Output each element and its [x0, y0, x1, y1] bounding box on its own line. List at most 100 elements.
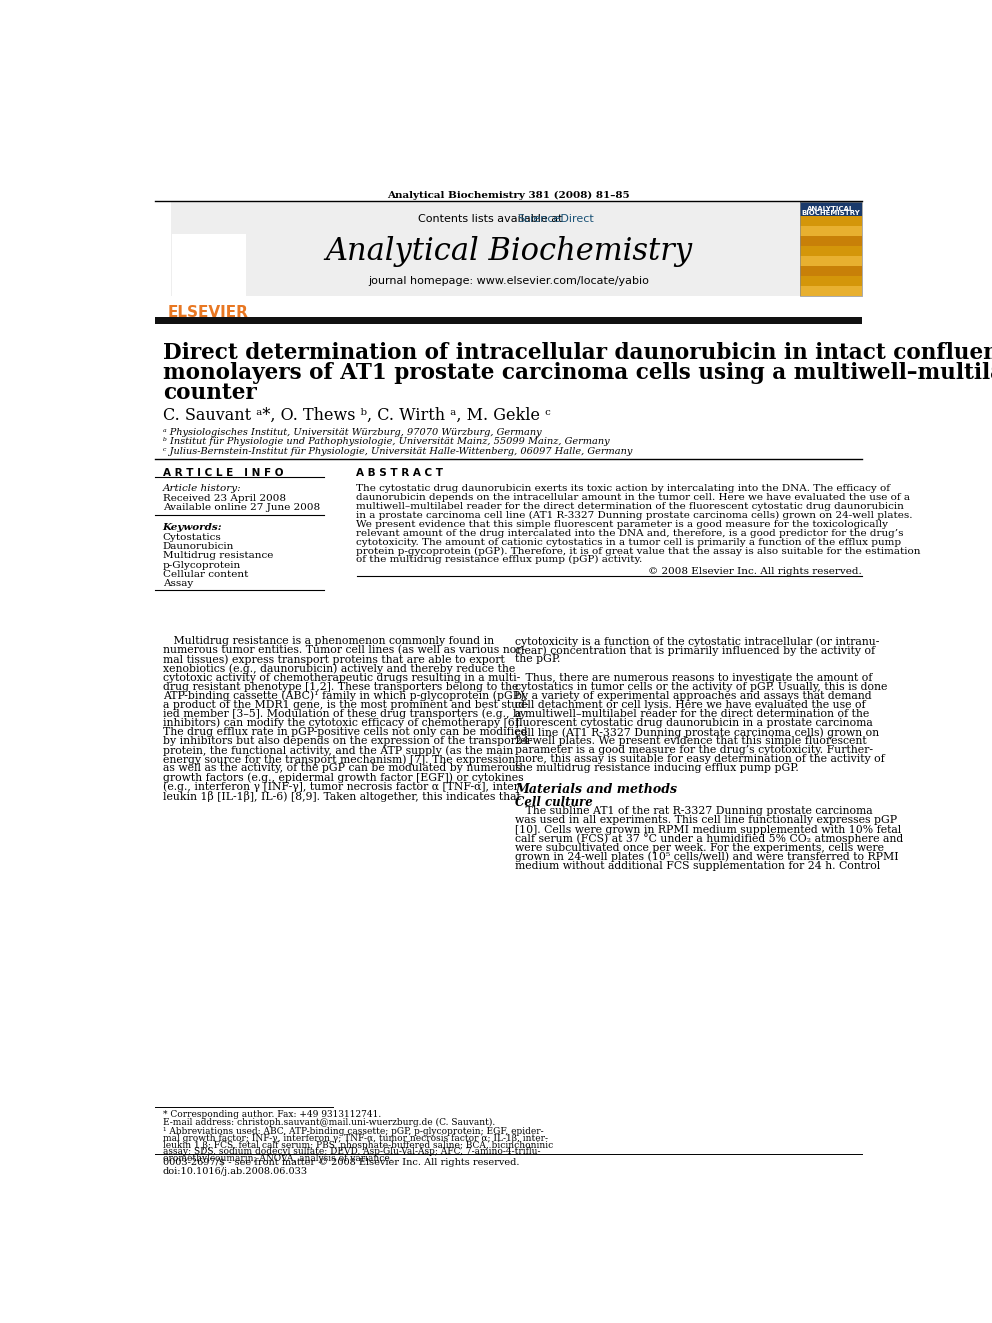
Text: ied member [3–5]. Modulation of these drug transporters (e.g., by: ied member [3–5]. Modulation of these dr…	[163, 709, 526, 720]
Bar	[172, 234, 246, 296]
Text: ᶜ Julius-Bernstein-Institut für Physiologie, Universität Halle-Wittenberg, 06097: ᶜ Julius-Bernstein-Institut für Physiolo…	[163, 447, 632, 455]
Text: medium without additional FCS supplementation for 24 h. Control: medium without additional FCS supplement…	[516, 861, 881, 871]
Bar	[171, 201, 806, 296]
Text: The cytostatic drug daunorubicin exerts its toxic action by intercalating into t: The cytostatic drug daunorubicin exerts …	[356, 484, 891, 493]
Text: ANALYTICAL: ANALYTICAL	[807, 206, 854, 212]
Bar	[800, 266, 862, 275]
Text: Analytical Biochemistry 381 (2008) 81–85: Analytical Biochemistry 381 (2008) 81–85	[387, 191, 630, 200]
Text: multiwell–multilabel reader for the direct determination of the fluorescent cyto: multiwell–multilabel reader for the dire…	[356, 503, 905, 511]
Text: Article history:: Article history:	[163, 484, 241, 493]
Text: cytotoxicity. The amount of cationic cytostatics in a tumor cell is primarily a : cytotoxicity. The amount of cationic cyt…	[356, 537, 902, 546]
Text: the multidrug resistance inducing efflux pump pGP.: the multidrug resistance inducing efflux…	[516, 763, 800, 774]
Text: protein, the functional activity, and the ATP supply (as the main: protein, the functional activity, and th…	[163, 745, 513, 755]
Text: by a variety of experimental approaches and assays that demand: by a variety of experimental approaches …	[516, 691, 872, 701]
Bar	[800, 226, 862, 235]
Text: calf serum (FCS) at 37 °C under a humidified 5% CO₂ atmosphere and: calf serum (FCS) at 37 °C under a humidi…	[516, 833, 904, 844]
Text: xenobiotics (e.g., daunorubicin) actively and thereby reduce the: xenobiotics (e.g., daunorubicin) activel…	[163, 663, 515, 673]
Text: Cellular content: Cellular content	[163, 570, 248, 579]
Text: cytotoxic activity of chemotherapeutic drugs resulting in a multi-: cytotoxic activity of chemotherapeutic d…	[163, 672, 520, 683]
Text: fluorescent cytostatic drug daunorubicin in a prostate carcinoma: fluorescent cytostatic drug daunorubicin…	[516, 718, 873, 728]
Text: counter: counter	[163, 382, 257, 404]
Text: p-Glycoprotein: p-Glycoprotein	[163, 561, 241, 570]
Bar	[800, 246, 862, 255]
Text: Assay: Assay	[163, 579, 193, 589]
Text: E-mail address: christoph.sauvant@mail.uni-wuerzburg.de (C. Sauvant).: E-mail address: christoph.sauvant@mail.u…	[163, 1118, 495, 1127]
Text: was used in all experiments. This cell line functionally expresses pGP: was used in all experiments. This cell l…	[516, 815, 898, 826]
Text: a product of the MDR1 gene, is the most prominent and best stud-: a product of the MDR1 gene, is the most …	[163, 700, 529, 709]
Text: clear) concentration that is primarily influenced by the activity of: clear) concentration that is primarily i…	[516, 646, 876, 656]
Text: energy source for the transport mechanism) [7]. The expression,: energy source for the transport mechanis…	[163, 754, 519, 765]
Text: journal homepage: www.elsevier.com/locate/yabio: journal homepage: www.elsevier.com/locat…	[368, 275, 649, 286]
Text: A B S T R A C T: A B S T R A C T	[356, 468, 443, 479]
Text: Available online 27 June 2008: Available online 27 June 2008	[163, 503, 319, 512]
Text: BIOCHEMISTRY: BIOCHEMISTRY	[802, 210, 860, 217]
Text: protein p-gycoprotein (pGP). Therefore, it is of great value that the assay is a: protein p-gycoprotein (pGP). Therefore, …	[356, 546, 921, 556]
Text: monolayers of AT1 prostate carcinoma cells using a multiwell–multilabel: monolayers of AT1 prostate carcinoma cel…	[163, 363, 992, 384]
Text: Analytical Biochemistry: Analytical Biochemistry	[324, 235, 692, 267]
Text: cell line (AT1 R-3327 Dunning prostate carcinoma cells) grown on: cell line (AT1 R-3327 Dunning prostate c…	[516, 728, 880, 738]
Text: more, this assay is suitable for easy determination of the activity of: more, this assay is suitable for easy de…	[516, 754, 885, 765]
Text: Contents lists available at: Contents lists available at	[419, 214, 566, 224]
Text: 0003-2697/$ - see front matter © 2008 Elsevier Inc. All rights reserved.: 0003-2697/$ - see front matter © 2008 El…	[163, 1158, 519, 1167]
Text: leukin 1 β; FCS, fetal calf serum; PBS, phosphate-buffered saline; BCA, bicincho: leukin 1 β; FCS, fetal calf serum; PBS, …	[163, 1140, 553, 1150]
Text: A R T I C L E   I N F O: A R T I C L E I N F O	[163, 468, 284, 479]
Bar	[800, 275, 862, 286]
Text: as well as the activity, of the pGP can be modulated by numerous: as well as the activity, of the pGP can …	[163, 763, 521, 774]
Text: We present evidence that this simple fluorescent parameter is a good measure for: We present evidence that this simple flu…	[356, 520, 889, 529]
Text: Received 23 April 2008: Received 23 April 2008	[163, 493, 286, 503]
Text: cell detachment or cell lysis. Here we have evaluated the use of: cell detachment or cell lysis. Here we h…	[516, 700, 866, 709]
Text: doi:10.1016/j.ab.2008.06.033: doi:10.1016/j.ab.2008.06.033	[163, 1167, 308, 1176]
Text: cytotoxicity is a function of the cytostatic intracellular (or intranu-: cytotoxicity is a function of the cytost…	[516, 636, 880, 647]
Text: oromethylcoumarin; ANOVA, analysis of variance.: oromethylcoumarin; ANOVA, analysis of va…	[163, 1155, 393, 1163]
Text: cytostatics in tumor cells or the activity of pGP. Usually, this is done: cytostatics in tumor cells or the activi…	[516, 681, 888, 692]
Text: were subcultivated once per week. For the experiments, cells were: were subcultivated once per week. For th…	[516, 843, 885, 853]
Text: Direct determination of intracellular daunorubicin in intact confluent: Direct determination of intracellular da…	[163, 343, 992, 364]
Bar	[800, 202, 862, 296]
Text: (e.g., interferon γ [INF-γ], tumor necrosis factor α [TNF-α], inter-: (e.g., interferon γ [INF-γ], tumor necro…	[163, 782, 522, 792]
Text: © 2008 Elsevier Inc. All rights reserved.: © 2008 Elsevier Inc. All rights reserved…	[648, 568, 862, 577]
Text: numerous tumor entities. Tumor cell lines (as well as various nor-: numerous tumor entities. Tumor cell line…	[163, 646, 525, 656]
Text: in a prostate carcinoma cell line (AT1 R-3327 Dunning prostate carcinoma cells) : in a prostate carcinoma cell line (AT1 R…	[356, 511, 913, 520]
Text: ¹ Abbreviations used: ABC, ATP-binding cassette; pGP, p-glycoprotein; EGF, epide: ¹ Abbreviations used: ABC, ATP-binding c…	[163, 1127, 544, 1135]
Text: parameter is a good measure for the drug’s cytotoxicity. Further-: parameter is a good measure for the drug…	[516, 745, 873, 755]
Bar	[155, 318, 862, 324]
Text: daunorubicin depends on the intracellular amount in the tumor cell. Here we have: daunorubicin depends on the intracellula…	[356, 493, 911, 503]
Text: Materials and methods: Materials and methods	[516, 783, 678, 796]
Text: the pGP.: the pGP.	[516, 655, 560, 664]
Bar	[800, 286, 862, 296]
Text: mal tissues) express transport proteins that are able to export: mal tissues) express transport proteins …	[163, 655, 505, 665]
Text: ᵇ Institut für Physiologie und Pathophysiologie, Universität Mainz, 55099 Mainz,: ᵇ Institut für Physiologie und Pathophys…	[163, 438, 609, 446]
Bar	[800, 202, 862, 216]
Bar	[800, 255, 862, 266]
Bar	[800, 235, 862, 246]
Text: Keywords:: Keywords:	[163, 523, 222, 532]
Text: Cytostatics: Cytostatics	[163, 533, 221, 542]
Text: * Corresponding author. Fax: +49 9313112741.: * Corresponding author. Fax: +49 9313112…	[163, 1110, 381, 1119]
Text: 24-well plates. We present evidence that this simple fluorescent: 24-well plates. We present evidence that…	[516, 736, 867, 746]
Text: Multidrug resistance: Multidrug resistance	[163, 552, 273, 561]
Text: grown in 24-well plates (10⁵ cells/well) and were transferred to RPMI: grown in 24-well plates (10⁵ cells/well)…	[516, 852, 899, 863]
Text: mal growth factor; INF-γ, interferon γ; TNF-α, tumor necrosis factor α; IL-1β, i: mal growth factor; INF-γ, interferon γ; …	[163, 1134, 548, 1143]
Text: C. Sauvant ᵃ*, O. Thews ᵇ, C. Wirth ᵃ, M. Gekle ᶜ: C. Sauvant ᵃ*, O. Thews ᵇ, C. Wirth ᵃ, M…	[163, 406, 551, 423]
Text: ATP-binding cassette (ABC)¹ family in which p-glycoprotein (pGP),: ATP-binding cassette (ABC)¹ family in wh…	[163, 691, 528, 701]
Bar	[800, 216, 862, 226]
Text: ᵃ Physiologisches Institut, Universität Würzburg, 97070 Würzburg, Germany: ᵃ Physiologisches Institut, Universität …	[163, 429, 542, 438]
Text: inhibitors) can modify the cytotoxic efficacy of chemotherapy [6].: inhibitors) can modify the cytotoxic eff…	[163, 718, 522, 729]
Text: leukin 1β [IL-1β], IL-6) [8,9]. Taken altogether, this indicates that: leukin 1β [IL-1β], IL-6) [8,9]. Taken al…	[163, 791, 521, 802]
Text: ELSEVIER: ELSEVIER	[168, 306, 248, 320]
Text: The subline AT1 of the rat R-3327 Dunning prostate carcinoma: The subline AT1 of the rat R-3327 Dunnin…	[516, 806, 873, 816]
Text: drug resistant phenotype [1,2]. These transporters belong to the: drug resistant phenotype [1,2]. These tr…	[163, 681, 518, 692]
Text: Multidrug resistance is a phenomenon commonly found in: Multidrug resistance is a phenomenon com…	[163, 636, 494, 646]
Text: Cell culture: Cell culture	[516, 796, 593, 810]
Text: by inhibitors but also depends on the expression of the transporter: by inhibitors but also depends on the ex…	[163, 736, 532, 746]
Text: [10]. Cells were grown in RPMI medium supplemented with 10% fetal: [10]. Cells were grown in RPMI medium su…	[516, 824, 902, 835]
Text: relevant amount of the drug intercalated into the DNA and, therefore, is a good : relevant amount of the drug intercalated…	[356, 529, 904, 537]
Text: of the multidrug resistance efflux pump (pGP) activity.: of the multidrug resistance efflux pump …	[356, 556, 643, 565]
Text: ScienceDirect: ScienceDirect	[517, 214, 594, 224]
Text: The drug efflux rate in pGP-positive cells not only can be modified: The drug efflux rate in pGP-positive cel…	[163, 728, 528, 737]
Text: Thus, there are numerous reasons to investigate the amount of: Thus, there are numerous reasons to inve…	[516, 672, 873, 683]
Text: Daunorubicin: Daunorubicin	[163, 542, 234, 552]
Text: assay; SDS, sodium dodecyl sulfate; DEVD, Asp-Glu-Val-Asp; AFC, 7-amino-4-triflu: assay; SDS, sodium dodecyl sulfate; DEVD…	[163, 1147, 541, 1156]
Text: growth factors (e.g., epidermal growth factor [EGF]) or cytokines: growth factors (e.g., epidermal growth f…	[163, 773, 524, 783]
Text: a multiwell–multilabel reader for the direct determination of the: a multiwell–multilabel reader for the di…	[516, 709, 870, 718]
